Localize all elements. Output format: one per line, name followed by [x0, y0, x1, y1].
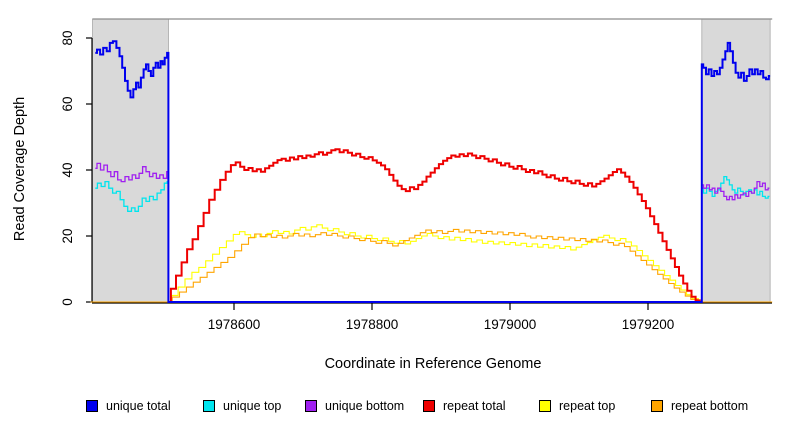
- x-tick-label: 1978600: [208, 317, 261, 332]
- legend-swatch: [423, 400, 435, 412]
- y-tick-label: 40: [60, 162, 75, 177]
- series-line-unique-total: [95, 40, 771, 303]
- legend-item-repeat-top: repeat top: [539, 398, 615, 414]
- legend-swatch: [305, 400, 317, 412]
- series-line-repeat-top: [168, 224, 702, 303]
- legend-item-repeat-bottom: repeat bottom: [651, 398, 748, 414]
- y-axis-title: Read Coverage Depth: [12, 97, 28, 241]
- legend-label: unique bottom: [325, 399, 405, 413]
- series-line-repeat-bottom: [90, 228, 773, 303]
- legend-item-repeat-total: repeat total: [423, 398, 506, 414]
- legend-label: repeat top: [559, 399, 616, 413]
- legend-swatch: [651, 400, 663, 412]
- legend-item-unique-total: unique total: [86, 398, 171, 414]
- legend-label: unique top: [223, 399, 282, 413]
- legend-label: unique total: [106, 399, 171, 413]
- x-tick-label: 1979000: [484, 317, 537, 332]
- shaded-regions: [92, 18, 773, 303]
- series-line-unique-top: [701, 175, 770, 199]
- legend-item-unique-bottom: unique bottom: [305, 398, 404, 414]
- legend-item-unique-top: unique top: [203, 398, 281, 414]
- y-tick-label: 80: [60, 30, 75, 45]
- series-line-unique-bottom: [701, 180, 770, 201]
- x-tick-label: 1978800: [346, 317, 399, 332]
- y-tick-label: 20: [60, 228, 75, 243]
- legend: unique total unique top unique bottom repea…: [0, 398, 792, 418]
- unique-region-left: [92, 18, 169, 303]
- legend-swatch: [86, 400, 98, 412]
- series-line-repeat-total: [168, 148, 702, 303]
- series-line-unique-bottom: [95, 162, 169, 183]
- series-line-unique-top: [95, 180, 169, 212]
- y-tick-label: 60: [60, 96, 75, 111]
- legend-label: repeat bottom: [671, 399, 749, 413]
- legend-swatch: [203, 400, 215, 412]
- legend-swatch: [539, 400, 551, 412]
- x-tick-label: 1979200: [622, 317, 675, 332]
- unique-region-right: [701, 18, 771, 303]
- series-lines: [90, 40, 773, 303]
- legend-label: repeat total: [443, 399, 506, 413]
- y-tick-label: 0: [60, 298, 75, 306]
- x-axis-title: Coordinate in Reference Genome: [325, 356, 542, 372]
